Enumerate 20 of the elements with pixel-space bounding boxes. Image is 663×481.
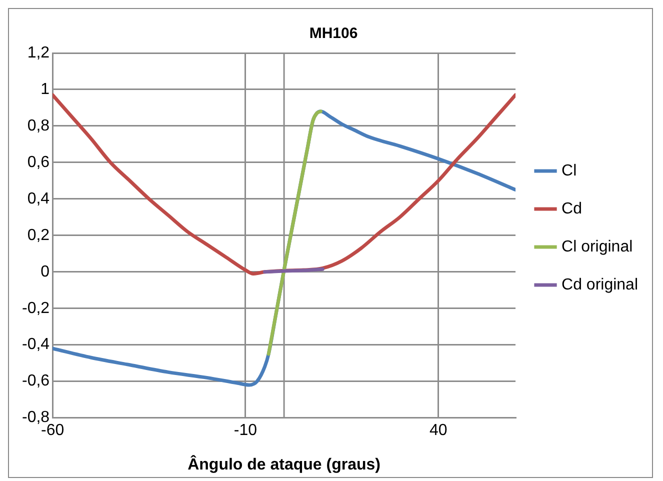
y-tick-label: 0,2 xyxy=(27,226,50,244)
line-series xyxy=(266,110,322,356)
chart-title: MH106 xyxy=(309,25,358,42)
y-tick-label: 0,4 xyxy=(27,190,50,208)
y-tick-label: -0,4 xyxy=(22,336,50,354)
y-tick-label: 0,8 xyxy=(27,117,50,134)
y-tick-label: 0,6 xyxy=(27,154,50,171)
x-tick-label: -10 xyxy=(234,422,258,439)
y-tick-label: 1 xyxy=(40,80,50,98)
legend-label: Cl xyxy=(562,162,577,180)
legend-label: Cd original xyxy=(562,276,638,294)
y-tick-label: 0 xyxy=(40,263,50,280)
legend-label: Cl original xyxy=(562,238,633,256)
x-tick-label: -60 xyxy=(41,422,64,439)
x-axis-title: Ângulo de ataque (graus) xyxy=(188,454,380,474)
x-tick-label: 40 xyxy=(429,422,448,439)
legend-label: Cd xyxy=(562,200,582,218)
y-tick-label: -0,2 xyxy=(22,300,50,317)
y-tick-label: 1,2 xyxy=(27,44,50,62)
y-tick-label: -0,6 xyxy=(22,372,50,390)
